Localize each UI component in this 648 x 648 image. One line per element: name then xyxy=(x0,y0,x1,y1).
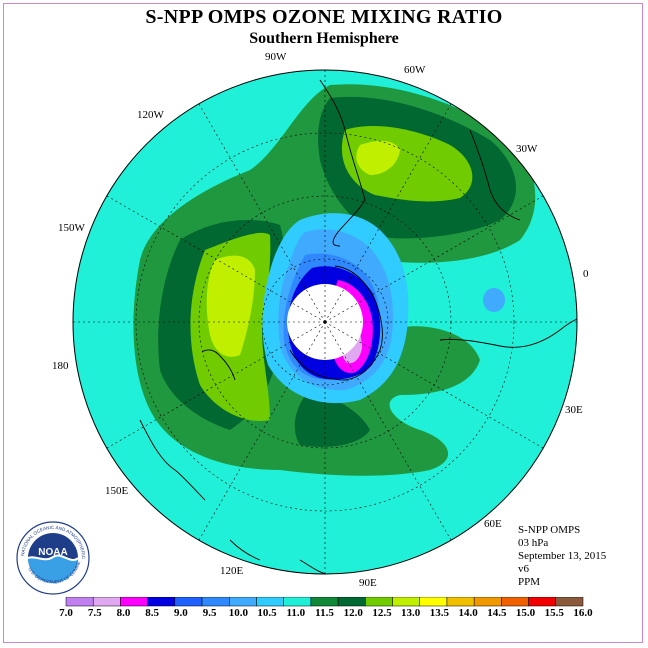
lon-label-180: 180 xyxy=(52,360,69,372)
colorbar-swatch xyxy=(256,597,284,607)
colorbar-tick-label: 10.0 xyxy=(228,607,248,619)
colorbar-tick-label: 7.5 xyxy=(87,607,102,619)
colorbar-swatch xyxy=(147,597,176,607)
contour-13-0-b xyxy=(206,255,255,357)
colorbar-tick-label: 14.0 xyxy=(458,607,478,619)
colorbar-swatch xyxy=(229,597,257,607)
meridians xyxy=(73,70,577,574)
coastlines xyxy=(139,79,577,574)
info-instrument: S-NPP OMPS xyxy=(518,524,581,536)
colorbar xyxy=(65,597,584,607)
figure-frame xyxy=(3,3,643,643)
colorbar-swatch xyxy=(365,597,393,607)
colorbar-tick-label: 12.5 xyxy=(372,607,392,619)
colorbar-swatch xyxy=(65,597,94,607)
info-version: v6 xyxy=(518,563,529,575)
colorbar-tick-label: 9.5 xyxy=(202,607,217,619)
colorbar-tick-label: 10.5 xyxy=(257,607,277,619)
contour-10-5-spot xyxy=(483,288,505,312)
lon-label-60e: 60E xyxy=(484,518,502,530)
colorbar-swatch xyxy=(337,597,366,607)
pole-marker xyxy=(323,320,327,324)
colorbar-swatch xyxy=(392,597,420,607)
noaa-logo-text: NOAA xyxy=(38,547,67,558)
colorbar-tick-label: 11.0 xyxy=(286,607,306,619)
colorbar-tick-label: 13.5 xyxy=(429,607,449,619)
contour-13-0-a xyxy=(356,140,400,175)
colorbar-swatch xyxy=(174,597,203,607)
colorbar-tick-label: 8.0 xyxy=(116,607,131,619)
lon-label-60w: 60W xyxy=(404,64,426,76)
colorbar-swatch xyxy=(120,597,148,607)
map-subtitle: Southern Hemisphere xyxy=(249,30,399,47)
lon-label-90e: 90E xyxy=(359,577,377,589)
lon-label-30w: 30W xyxy=(516,143,538,155)
map-title: S-NPP OMPS OZONE MIXING RATIO xyxy=(145,6,503,28)
lon-label-120e: 120E xyxy=(220,565,244,577)
colorbar-swatch xyxy=(501,597,529,607)
noaa-logo: NOAA NATIONAL OCEANIC AND ATMOSPHERIC AD… xyxy=(16,521,90,595)
colorbar-tick-label: 13.0 xyxy=(401,607,421,619)
colorbar-tick-label: 7.0 xyxy=(59,607,73,619)
colorbar-swatch xyxy=(419,597,448,607)
colorbar-swatch xyxy=(446,597,475,607)
lon-label-30e: 30E xyxy=(565,404,583,416)
info-units: PPM xyxy=(518,576,541,588)
lon-label-120w: 120W xyxy=(137,109,164,121)
info-level: 03 hPa xyxy=(518,537,549,549)
lon-label-150w: 150W xyxy=(58,222,85,234)
colorbar-swatch xyxy=(310,597,339,607)
lon-label-0: 0 xyxy=(583,268,589,280)
colorbar-tick-label: 11.5 xyxy=(315,607,334,619)
colorbar-tick-label: 14.5 xyxy=(487,607,507,619)
map-border xyxy=(72,69,578,575)
colorbar-tick-label: 12.0 xyxy=(343,607,363,619)
colorbar-tick-label: 9.0 xyxy=(174,607,188,619)
info-block: S-NPP OMPS 03 hPa September 13, 2015 v6 … xyxy=(518,524,606,589)
colorbar-tick-label: 16.0 xyxy=(573,607,593,619)
colorbar-swatch xyxy=(473,597,502,607)
colorbar-swatch xyxy=(283,597,312,607)
colorbar-swatch xyxy=(92,597,121,607)
colorbar-tick-label: 8.5 xyxy=(145,607,160,619)
info-date: September 13, 2015 xyxy=(518,550,607,562)
colorbar-swatch xyxy=(201,597,230,607)
lon-label-150e: 150E xyxy=(105,485,129,497)
colorbar-swatch xyxy=(555,597,584,607)
colorbar-tick-label: 15.0 xyxy=(515,607,536,619)
colorbar-swatch xyxy=(528,597,557,607)
colorbar-tick-label: 15.5 xyxy=(544,607,564,619)
lon-label-90w: 90W xyxy=(265,51,287,63)
